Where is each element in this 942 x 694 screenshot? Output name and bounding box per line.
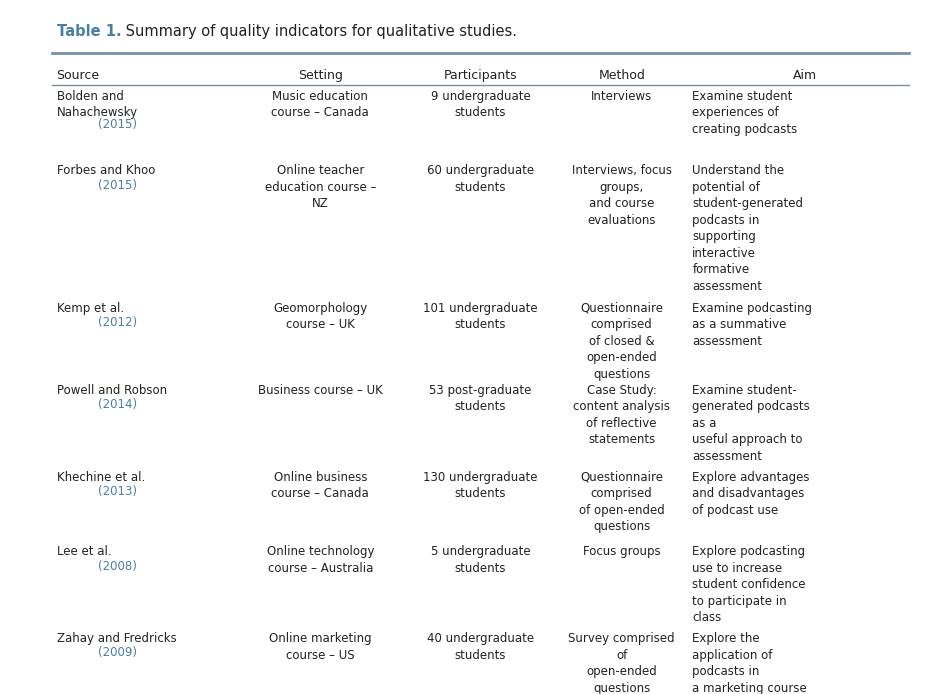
Text: Source: Source	[57, 69, 100, 83]
Text: Geomorphology
course – UK: Geomorphology course – UK	[273, 302, 367, 332]
Text: Aim: Aim	[793, 69, 818, 83]
Text: 130 undergraduate
students: 130 undergraduate students	[423, 471, 538, 500]
Text: Lee et al.: Lee et al.	[57, 545, 111, 559]
Text: Case Study:
content analysis
of reflective
statements: Case Study: content analysis of reflecti…	[574, 384, 670, 446]
Text: (2015): (2015)	[98, 178, 138, 192]
Text: Table 1.: Table 1.	[57, 24, 122, 40]
Text: (2008): (2008)	[98, 559, 138, 573]
Text: (2009): (2009)	[98, 646, 138, 659]
Text: Examine podcasting
as a summative
assessment: Examine podcasting as a summative assess…	[692, 302, 812, 348]
Text: Setting: Setting	[298, 69, 343, 83]
Text: Kemp et al.: Kemp et al.	[57, 302, 123, 315]
Text: (2015): (2015)	[98, 119, 138, 131]
Text: Examine student
experiences of
creating podcasts: Examine student experiences of creating …	[692, 90, 798, 135]
Text: Online teacher
education course –
NZ: Online teacher education course – NZ	[265, 164, 376, 210]
Text: Khechine et al.: Khechine et al.	[57, 471, 145, 484]
Text: Powell and Robson: Powell and Robson	[57, 384, 167, 397]
Text: Examine student-
generated podcasts
as a
useful approach to
assessment: Examine student- generated podcasts as a…	[692, 384, 810, 463]
Text: 60 undergraduate
students: 60 undergraduate students	[427, 164, 534, 194]
Text: 5 undergraduate
students: 5 undergraduate students	[430, 545, 530, 575]
Text: 53 post-graduate
students: 53 post-graduate students	[430, 384, 531, 414]
Text: Questionnaire
comprised
of closed &
open-ended
questions: Questionnaire comprised of closed & open…	[580, 302, 663, 381]
Text: Online marketing
course – US: Online marketing course – US	[269, 632, 371, 662]
Text: Music education
course – Canada: Music education course – Canada	[271, 90, 369, 119]
Text: Understand the
potential of
student-generated
podcasts in
supporting
interactive: Understand the potential of student-gene…	[692, 164, 804, 293]
Text: Method: Method	[598, 69, 645, 83]
Text: Explore the
application of
podcasts in
a marketing course: Explore the application of podcasts in a…	[692, 632, 807, 694]
Text: Online technology
course – Australia: Online technology course – Australia	[267, 545, 374, 575]
Text: Explore advantages
and disadvantages
of podcast use: Explore advantages and disadvantages of …	[692, 471, 810, 516]
Text: (2012): (2012)	[98, 316, 138, 329]
Text: Online business
course – Canada: Online business course – Canada	[271, 471, 369, 500]
Text: Explore podcasting
use to increase
student confidence
to participate in
class: Explore podcasting use to increase stude…	[692, 545, 805, 625]
Text: Forbes and Khoo: Forbes and Khoo	[57, 164, 154, 178]
Text: (2014): (2014)	[98, 398, 138, 411]
Text: Interviews, focus
groups,
and course
evaluations: Interviews, focus groups, and course eva…	[572, 164, 672, 227]
Text: Questionnaire
comprised
of open-ended
questions: Questionnaire comprised of open-ended qu…	[578, 471, 665, 533]
Text: 40 undergraduate
students: 40 undergraduate students	[427, 632, 534, 662]
Text: (2013): (2013)	[98, 484, 138, 498]
Text: Interviews: Interviews	[591, 90, 653, 103]
Text: Zahay and Fredricks: Zahay and Fredricks	[57, 632, 176, 645]
Text: 101 undergraduate
students: 101 undergraduate students	[423, 302, 538, 332]
Text: Business course – UK: Business course – UK	[258, 384, 382, 397]
Text: Bolden and
Nahachewsky: Bolden and Nahachewsky	[57, 90, 138, 119]
Text: Participants: Participants	[444, 69, 517, 83]
Text: Summary of quality indicators for qualitative studies.: Summary of quality indicators for qualit…	[122, 24, 517, 40]
Text: 9 undergraduate
students: 9 undergraduate students	[430, 90, 530, 119]
Text: Survey comprised
of
open-ended
questions: Survey comprised of open-ended questions	[568, 632, 675, 694]
Text: Focus groups: Focus groups	[583, 545, 660, 559]
